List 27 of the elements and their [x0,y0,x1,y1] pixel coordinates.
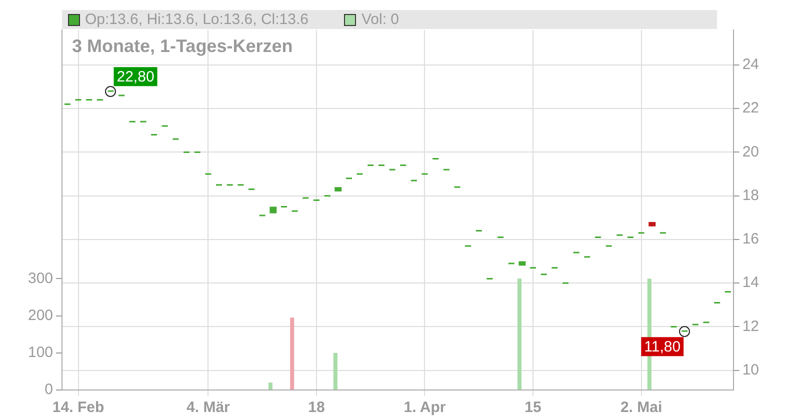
y-tick-label: 14 [742,274,760,292]
bar [517,278,522,390]
x-tick-label: 1. Apr [404,399,446,416]
bar [268,382,272,390]
x-tick-label: 2. Mai [620,399,662,416]
x-tick-label: 14. Feb [52,399,104,416]
y-tick-label: 18 [742,186,760,204]
legend-label: Vol: 0 [361,11,400,28]
x-tick-label: 18 [308,399,325,416]
y2-tick-label: 0 [44,381,54,398]
legend-label: Op:13.6, Hi:13.6, Lo:13.6, Cl:13.6 [85,11,308,28]
x-tick-label: 15 [524,399,542,416]
y-tick-label: 24 [742,56,760,74]
y2-tick-label: 300 [28,270,54,287]
y2-tick-label: 100 [28,344,54,362]
y-tick-label: 20 [742,143,760,160]
bar [333,352,338,390]
y-tick-label: 22 [742,100,760,117]
x-tick-label: 4. Mär [186,399,230,416]
bar [290,318,294,390]
y-tick-label: 16 [742,230,760,248]
y2-tick-label: 200 [28,306,54,324]
chart-title: 3 Monate, 1-Tages-Kerzen [72,36,293,57]
annotation: 22,80 [116,68,154,86]
annotation: 11,80 [644,338,681,356]
y-tick-label: 10 [742,362,760,379]
y-tick-label: 12 [742,318,760,335]
